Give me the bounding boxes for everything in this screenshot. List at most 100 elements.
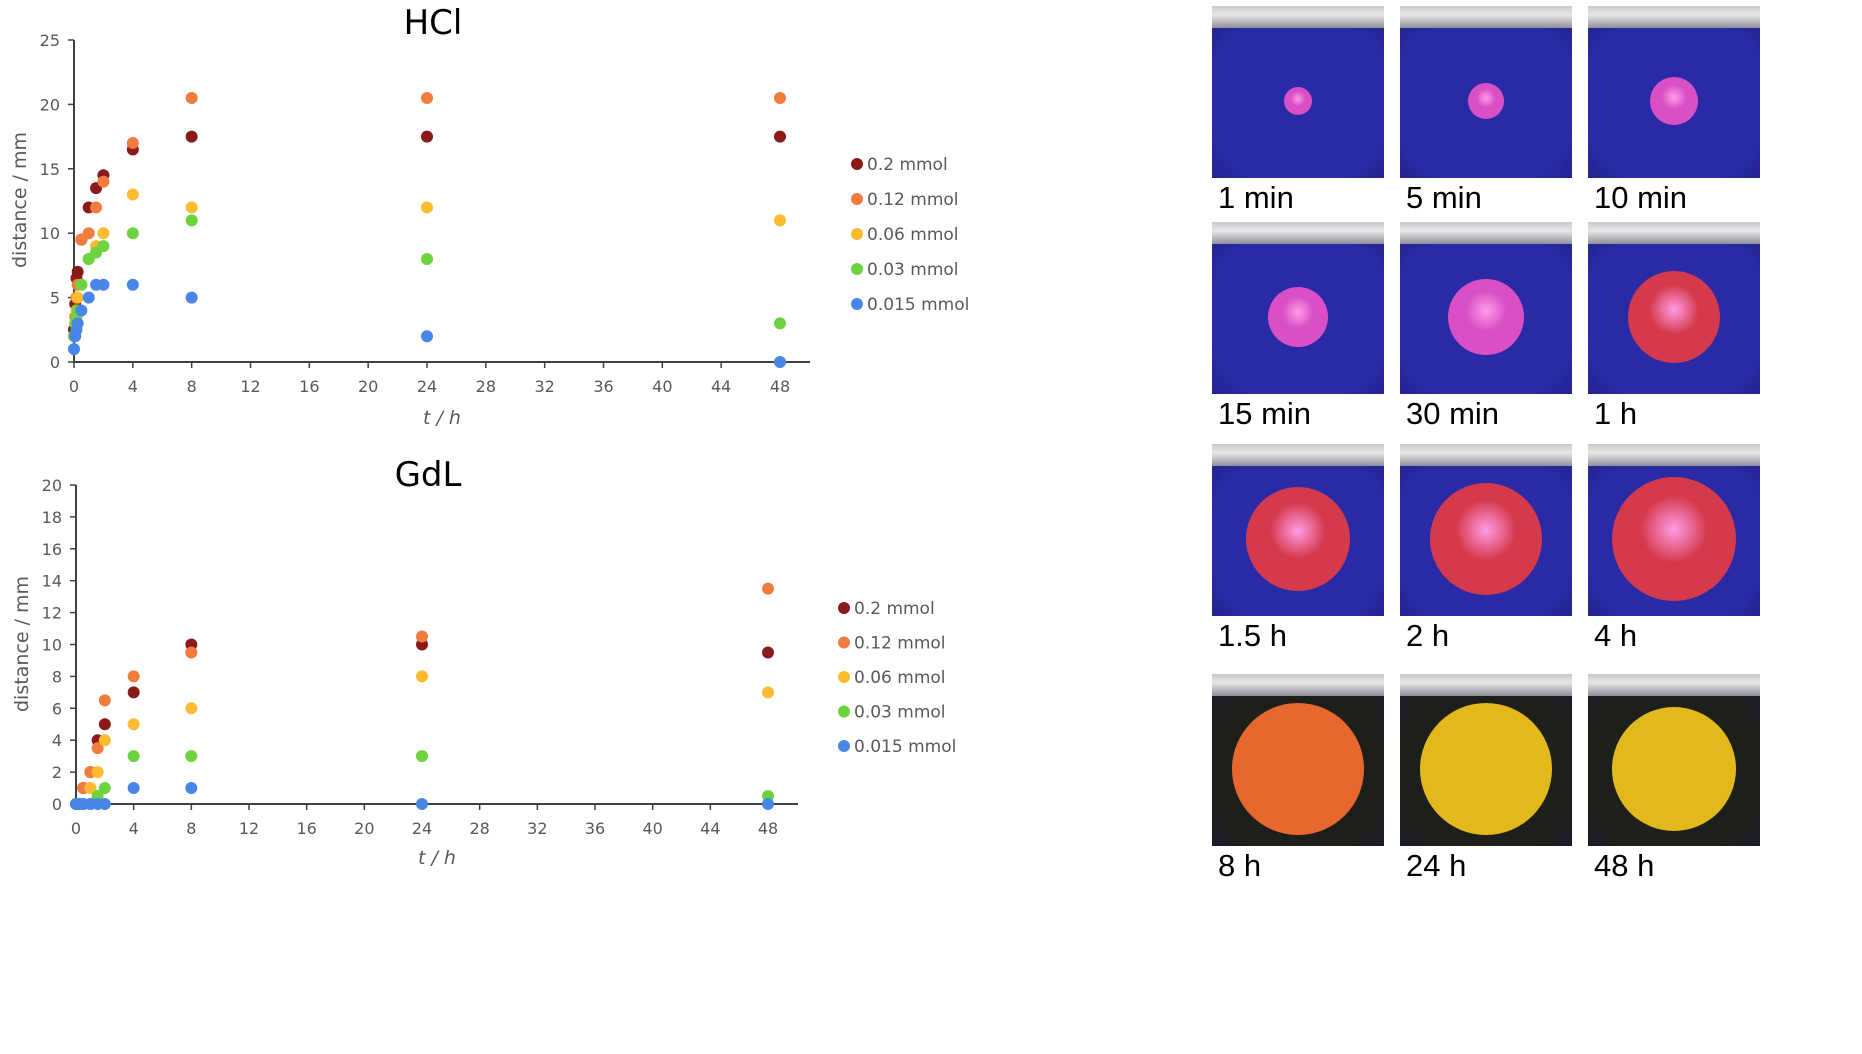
photo-time-label: 5 min bbox=[1406, 180, 1482, 215]
gdl-point bbox=[98, 782, 111, 795]
vial-photo bbox=[1400, 6, 1572, 178]
gdl-legend-marker bbox=[838, 740, 850, 752]
hcl-point bbox=[421, 130, 433, 143]
gdl-y-tick-label: 18 bbox=[42, 508, 62, 527]
photo-time-label: 1.5 h bbox=[1218, 618, 1287, 653]
photo-cell: 48 h bbox=[1588, 674, 1760, 886]
gdl-x-tick-label: 44 bbox=[700, 819, 720, 838]
gdl-x-tick-label: 8 bbox=[186, 819, 196, 838]
hcl-y-tick-label: 25 bbox=[40, 31, 60, 50]
gdl-x-tick-label: 24 bbox=[412, 819, 432, 838]
vial-photo bbox=[1588, 222, 1760, 394]
hcl-legend-label: 0.03 mmol bbox=[867, 260, 959, 280]
hcl-x-tick-label: 16 bbox=[299, 377, 319, 396]
hcl-point bbox=[68, 343, 80, 356]
photo-cell: 8 h bbox=[1212, 674, 1384, 886]
hcl-y-tick-label: 15 bbox=[40, 160, 60, 179]
photo-time-label: 24 h bbox=[1406, 848, 1467, 883]
gdl-x-tick-label: 36 bbox=[585, 819, 605, 838]
photo-time-label: 4 h bbox=[1594, 618, 1638, 653]
gel-spot bbox=[1612, 706, 1736, 831]
gdl-x-tick-label: 20 bbox=[354, 819, 374, 838]
hcl-point bbox=[90, 201, 103, 214]
hcl-point bbox=[421, 330, 433, 343]
gdl-legend-marker bbox=[838, 602, 850, 614]
vial-rim bbox=[1212, 222, 1384, 244]
hcl-point bbox=[82, 227, 95, 240]
gdl-x-tick-label: 28 bbox=[469, 819, 489, 838]
vial-rim bbox=[1212, 444, 1384, 466]
gdl-y-tick-label: 12 bbox=[42, 604, 62, 623]
gdl-point bbox=[416, 798, 428, 810]
hcl-point bbox=[774, 356, 786, 368]
gdl-x-tick-label: 48 bbox=[758, 819, 778, 838]
vial-rim bbox=[1400, 222, 1572, 244]
hcl-point bbox=[71, 265, 84, 278]
gdl-y-tick-label: 20 bbox=[42, 476, 62, 495]
hcl-point bbox=[185, 201, 198, 214]
hcl-point bbox=[75, 304, 88, 317]
photo-time-label: 8 h bbox=[1218, 848, 1262, 883]
gdl-chart: GdL distance / mm t / h 0 4 8 12 16 20 24 28 32 3… bbox=[11, 455, 956, 869]
charts-panel: HCl distance / mm t / h 0 4 8 12 16 20 24 28 32 3… bbox=[9, 3, 969, 869]
hcl-point bbox=[774, 214, 786, 227]
hcl-point bbox=[126, 278, 139, 291]
vial-rim bbox=[1400, 674, 1572, 696]
hcl-x-tick-label: 44 bbox=[711, 377, 731, 396]
hcl-legend-label: 0.015 mmol bbox=[867, 295, 969, 315]
photo-time-label: 10 min bbox=[1594, 180, 1688, 215]
photo-cell: 2 h bbox=[1400, 444, 1572, 656]
gel-spot bbox=[1420, 702, 1552, 835]
hcl-point bbox=[774, 130, 786, 143]
gdl-y-tick-label: 14 bbox=[42, 572, 62, 591]
gdl-point bbox=[416, 630, 428, 643]
gdl-x-tick-label: 12 bbox=[239, 819, 259, 838]
hcl-point bbox=[185, 130, 198, 143]
vial-photo bbox=[1400, 444, 1572, 616]
hcl-legend-marker bbox=[851, 228, 863, 240]
hcl-legend-marker bbox=[851, 298, 863, 310]
gdl-legend-label: 0.2 mmol bbox=[854, 599, 935, 619]
gdl-point bbox=[762, 582, 774, 595]
vial-photo bbox=[1400, 222, 1572, 394]
hcl-point bbox=[126, 227, 139, 240]
gel-spot bbox=[1430, 482, 1542, 595]
gdl-legend-label: 0.03 mmol bbox=[854, 703, 946, 723]
gdl-point bbox=[91, 742, 104, 755]
gdl-y-tick-label: 4 bbox=[52, 731, 62, 750]
gel-spot bbox=[1650, 76, 1698, 125]
gdl-x-axis-label: t / h bbox=[418, 847, 456, 869]
photo-time-label: 1 min bbox=[1218, 180, 1294, 215]
vial-photo bbox=[1400, 674, 1572, 846]
hcl-point bbox=[71, 317, 84, 330]
gdl-point bbox=[416, 750, 428, 763]
vial-photo bbox=[1588, 6, 1760, 178]
hcl-legend-marker bbox=[851, 193, 863, 205]
hcl-x-tick-label: 24 bbox=[417, 377, 437, 396]
photo-cell: 1.5 h bbox=[1212, 444, 1384, 656]
gdl-point bbox=[127, 686, 140, 699]
gdl-point bbox=[127, 782, 140, 795]
photo-time-label: 30 min bbox=[1406, 396, 1500, 431]
photo-cell: 1 min bbox=[1212, 6, 1384, 218]
vial-rim bbox=[1588, 674, 1760, 696]
hcl-point bbox=[97, 240, 110, 253]
gdl-point bbox=[127, 670, 140, 683]
gdl-chart-title: GdL bbox=[395, 455, 462, 495]
hcl-x-tick-label: 32 bbox=[534, 377, 554, 396]
hcl-x-tick-label: 8 bbox=[187, 377, 197, 396]
vial-photo bbox=[1588, 444, 1760, 616]
gdl-y-axis-label: distance / mm bbox=[11, 576, 33, 712]
hcl-point bbox=[421, 252, 433, 265]
gdl-point bbox=[185, 646, 198, 659]
gdl-x-tick-label: 0 bbox=[71, 819, 81, 838]
hcl-x-tick-label: 48 bbox=[770, 377, 790, 396]
vial-photo bbox=[1212, 674, 1384, 846]
gel-spot bbox=[1284, 86, 1312, 115]
hcl-x-axis-label: t / h bbox=[423, 407, 461, 429]
photo-time-label: 1 h bbox=[1594, 396, 1638, 431]
hcl-chart-title: HCl bbox=[404, 3, 463, 43]
gdl-point bbox=[84, 782, 97, 795]
hcl-point bbox=[774, 91, 786, 104]
hcl-point bbox=[185, 291, 198, 304]
